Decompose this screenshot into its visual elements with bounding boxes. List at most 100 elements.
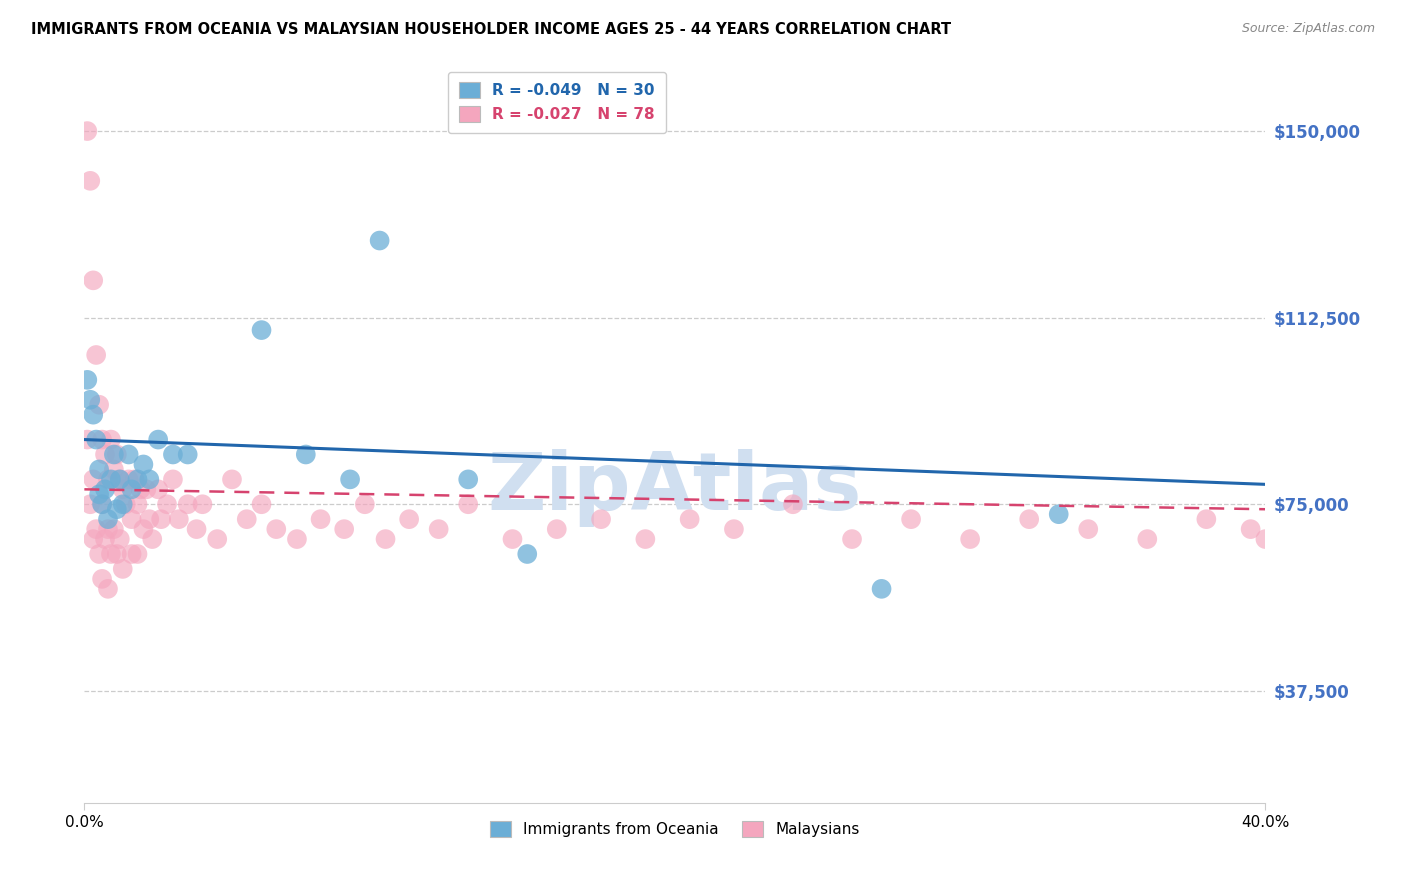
Point bbox=[398, 512, 420, 526]
Point bbox=[111, 483, 134, 497]
Point bbox=[100, 547, 122, 561]
Point bbox=[87, 547, 111, 561]
Point bbox=[138, 512, 160, 526]
Point bbox=[127, 547, 149, 561]
Point bbox=[634, 532, 657, 546]
Point bbox=[87, 398, 111, 412]
Point bbox=[94, 448, 117, 462]
Point bbox=[91, 497, 114, 511]
Point bbox=[124, 472, 146, 486]
Point bbox=[79, 174, 101, 188]
Point bbox=[118, 472, 141, 486]
Point bbox=[114, 497, 136, 511]
Point bbox=[723, 522, 745, 536]
Point bbox=[121, 512, 143, 526]
Point bbox=[266, 522, 288, 536]
Point bbox=[1136, 532, 1159, 546]
Point bbox=[546, 522, 568, 536]
Point bbox=[870, 582, 893, 596]
Point bbox=[186, 522, 208, 536]
Point bbox=[84, 522, 107, 536]
Point bbox=[250, 323, 273, 337]
Point bbox=[339, 472, 361, 486]
Point bbox=[103, 448, 125, 462]
Point bbox=[129, 483, 152, 497]
Point bbox=[368, 234, 391, 248]
Point bbox=[108, 532, 131, 546]
Point bbox=[127, 472, 149, 486]
Point bbox=[148, 483, 170, 497]
Point bbox=[900, 512, 922, 526]
Point bbox=[127, 497, 149, 511]
Point bbox=[87, 487, 111, 501]
Point bbox=[121, 483, 143, 497]
Point bbox=[427, 522, 450, 536]
Point bbox=[118, 448, 141, 462]
Point bbox=[1077, 522, 1099, 536]
Point bbox=[457, 472, 479, 486]
Point bbox=[91, 572, 114, 586]
Point bbox=[76, 124, 98, 138]
Point bbox=[250, 497, 273, 511]
Point bbox=[97, 512, 120, 526]
Point bbox=[1254, 532, 1277, 546]
Point bbox=[76, 433, 98, 447]
Point bbox=[87, 462, 111, 476]
Text: IMMIGRANTS FROM OCEANIA VS MALAYSIAN HOUSEHOLDER INCOME AGES 25 - 44 YEARS CORRE: IMMIGRANTS FROM OCEANIA VS MALAYSIAN HOU… bbox=[31, 22, 950, 37]
Point bbox=[148, 433, 170, 447]
Point bbox=[91, 433, 114, 447]
Point bbox=[959, 532, 981, 546]
Point bbox=[121, 547, 143, 561]
Point bbox=[84, 433, 107, 447]
Point bbox=[91, 497, 114, 511]
Point bbox=[354, 497, 377, 511]
Point bbox=[94, 483, 117, 497]
Point bbox=[162, 448, 184, 462]
Text: ZipAtlas: ZipAtlas bbox=[488, 450, 862, 527]
Legend: Immigrants from Oceania, Malaysians: Immigrants from Oceania, Malaysians bbox=[481, 812, 869, 847]
Point bbox=[97, 522, 120, 536]
Point bbox=[1047, 507, 1070, 521]
Point bbox=[207, 532, 229, 546]
Point bbox=[100, 472, 122, 486]
Point bbox=[1195, 512, 1218, 526]
Point bbox=[135, 483, 157, 497]
Point bbox=[105, 448, 128, 462]
Point bbox=[97, 472, 120, 486]
Point bbox=[374, 532, 396, 546]
Point bbox=[103, 462, 125, 476]
Point bbox=[82, 273, 104, 287]
Point bbox=[79, 392, 101, 407]
Point bbox=[177, 448, 200, 462]
Point bbox=[177, 497, 200, 511]
Point bbox=[841, 532, 863, 546]
Point bbox=[191, 497, 214, 511]
Point bbox=[591, 512, 613, 526]
Text: Source: ZipAtlas.com: Source: ZipAtlas.com bbox=[1241, 22, 1375, 36]
Point bbox=[333, 522, 356, 536]
Point bbox=[516, 547, 538, 561]
Point bbox=[108, 472, 131, 486]
Point bbox=[105, 547, 128, 561]
Point bbox=[94, 532, 117, 546]
Point bbox=[1240, 522, 1263, 536]
Point bbox=[309, 512, 332, 526]
Point bbox=[105, 502, 128, 516]
Point bbox=[82, 472, 104, 486]
Point bbox=[97, 582, 120, 596]
Point bbox=[76, 373, 98, 387]
Point bbox=[150, 512, 173, 526]
Point bbox=[285, 532, 308, 546]
Point bbox=[1018, 512, 1040, 526]
Point bbox=[111, 562, 134, 576]
Point bbox=[100, 433, 122, 447]
Point bbox=[236, 512, 259, 526]
Point bbox=[167, 512, 190, 526]
Point bbox=[132, 522, 155, 536]
Point bbox=[679, 512, 702, 526]
Point bbox=[162, 472, 184, 486]
Point bbox=[457, 497, 479, 511]
Point bbox=[782, 497, 804, 511]
Point bbox=[108, 472, 131, 486]
Point bbox=[84, 348, 107, 362]
